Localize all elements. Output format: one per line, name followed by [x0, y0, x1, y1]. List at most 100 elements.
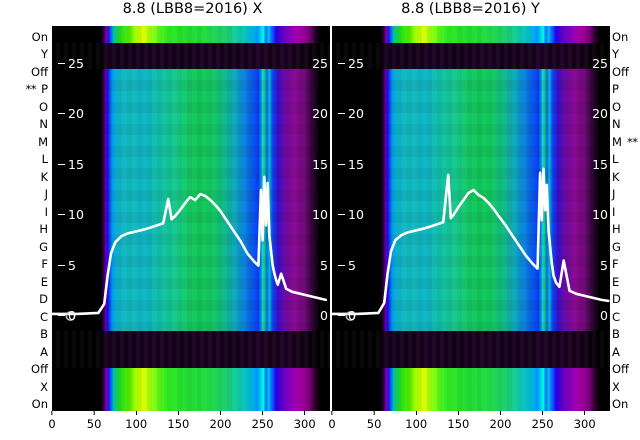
category-label-right-6: M **	[612, 134, 638, 149]
category-label-text: Y	[612, 47, 620, 62]
heat-band-bottom-x	[52, 368, 330, 411]
x-tick-label: 250	[531, 417, 554, 431]
x-tick-label: 0	[328, 417, 336, 431]
x-tick-mark-icon	[373, 411, 375, 415]
heatmap-panel-x[interactable]: 25 25 20 20 15 15 10 10 5 5 0 0	[52, 26, 330, 411]
category-label-text: B	[612, 327, 620, 342]
category-label-left-18: A	[40, 346, 48, 358]
category-label-left-0: On	[32, 31, 48, 43]
heat-band-top-x	[52, 26, 330, 43]
category-label-text: K	[612, 169, 620, 184]
x-tick-label: 150	[447, 417, 470, 431]
x-tick-mark-icon	[415, 411, 417, 415]
heat-band-gap1-x	[52, 43, 330, 69]
x-tick-label: 100	[405, 417, 428, 431]
category-label-left-10: I	[45, 206, 48, 218]
category-label-right-18: A	[612, 346, 620, 358]
category-label-text: X	[612, 379, 620, 394]
category-marker-icon: **	[25, 82, 37, 97]
x-tick-right-50: 50	[366, 411, 382, 431]
x-tick-right-250: 250	[532, 411, 554, 431]
category-label-text: C	[612, 309, 621, 324]
category-label-right-12: G	[612, 241, 621, 253]
x-tick-right-200: 200	[490, 411, 511, 431]
category-label-text: P	[41, 82, 48, 97]
category-label-text: On	[612, 397, 629, 412]
category-label-text: I	[612, 204, 616, 219]
x-tick-mark-icon	[457, 411, 460, 415]
heatmap-panel-y[interactable]: 25 25 20 20 15 15 10 10 5 5 0 0	[332, 26, 610, 411]
category-axis-right: On Y Off P O N M ** L K J I H G F E D C B A Off X On	[608, 26, 640, 411]
category-label-left-12: G	[39, 241, 48, 253]
category-label-text: J	[44, 187, 48, 202]
heat-band-gap1-y	[332, 43, 610, 69]
category-label-left-1: Y	[41, 48, 48, 60]
x-tick-label: 250	[251, 417, 274, 431]
x-tick-label: 100	[125, 417, 148, 431]
category-label-right-3: P	[612, 83, 619, 95]
category-label-left-17: B	[40, 328, 48, 340]
category-label-text: I	[44, 204, 48, 219]
category-label-text: A	[612, 344, 620, 359]
heat-band-top-y	[332, 26, 610, 43]
x-tick-right-100: 100	[405, 411, 427, 431]
heat-band-gap2-y	[332, 331, 610, 368]
category-label-right-7: L	[612, 153, 618, 165]
category-label-right-11: H	[612, 223, 621, 235]
x-tick-left-50: 50	[86, 411, 102, 431]
category-label-right-15: D	[612, 293, 621, 305]
category-label-text: O	[612, 99, 622, 114]
x-tick-mark-icon	[331, 411, 333, 415]
category-label-right-10: I	[612, 206, 615, 218]
category-label-text: D	[39, 292, 48, 307]
category-label-text: G	[39, 239, 48, 254]
category-label-left-16: C	[40, 311, 48, 323]
category-label-text: N	[39, 117, 48, 132]
x-tick-label: 150	[167, 417, 190, 431]
x-tick-mark-icon	[304, 411, 306, 415]
category-label-left-19: Off	[31, 363, 48, 375]
x-tick-mark-icon	[219, 411, 222, 415]
category-label-text: M	[612, 134, 622, 149]
x-tick-mark-icon	[51, 411, 53, 415]
category-label-right-9: J	[612, 188, 615, 200]
x-tick-mark-icon	[261, 411, 264, 415]
category-label-right-0: On	[612, 31, 628, 43]
category-label-right-16: C	[612, 311, 620, 323]
category-label-text: L	[41, 152, 48, 167]
category-label-text: Off	[31, 362, 48, 377]
category-label-text: J	[612, 187, 616, 202]
x-tick-left-200: 200	[210, 411, 231, 431]
category-label-left-7: L	[42, 153, 48, 165]
x-tick-label: 50	[86, 417, 102, 431]
x-tick-left-250: 250	[252, 411, 274, 431]
x-axis-right: 0 50 100 150 200 250 300	[328, 411, 610, 440]
x-tick-mark-icon	[93, 411, 95, 415]
category-label-left-6: M	[38, 136, 48, 148]
x-tick-label: 300	[573, 417, 596, 431]
category-label-right-2: Off	[612, 66, 629, 78]
x-tick-mark-icon	[541, 411, 544, 415]
category-label-left-5: N	[39, 118, 48, 130]
category-label-text: F	[612, 257, 619, 272]
category-label-left-2: Off	[31, 66, 48, 78]
category-label-text: Y	[40, 47, 48, 62]
category-label-right-20: X	[612, 381, 620, 393]
category-label-text: Off	[31, 64, 48, 79]
category-label-text: G	[612, 239, 621, 254]
x-tick-label: 50	[366, 417, 382, 431]
category-label-text: F	[41, 257, 48, 272]
category-label-right-14: E	[612, 276, 619, 288]
x-tick-right-0: 0	[328, 411, 336, 431]
category-label-text: B	[40, 327, 48, 342]
category-label-text: K	[40, 169, 48, 184]
category-label-text: D	[612, 292, 621, 307]
category-label-right-8: K	[612, 171, 620, 183]
heat-band-main-x	[52, 69, 330, 331]
heat-band-bottom-y	[332, 368, 610, 411]
x-tick-mark-icon	[499, 411, 502, 415]
x-tick-mark-icon	[135, 411, 137, 415]
category-label-text: N	[612, 117, 621, 132]
category-label-text: X	[40, 379, 48, 394]
x-tick-mark-icon	[177, 411, 180, 415]
